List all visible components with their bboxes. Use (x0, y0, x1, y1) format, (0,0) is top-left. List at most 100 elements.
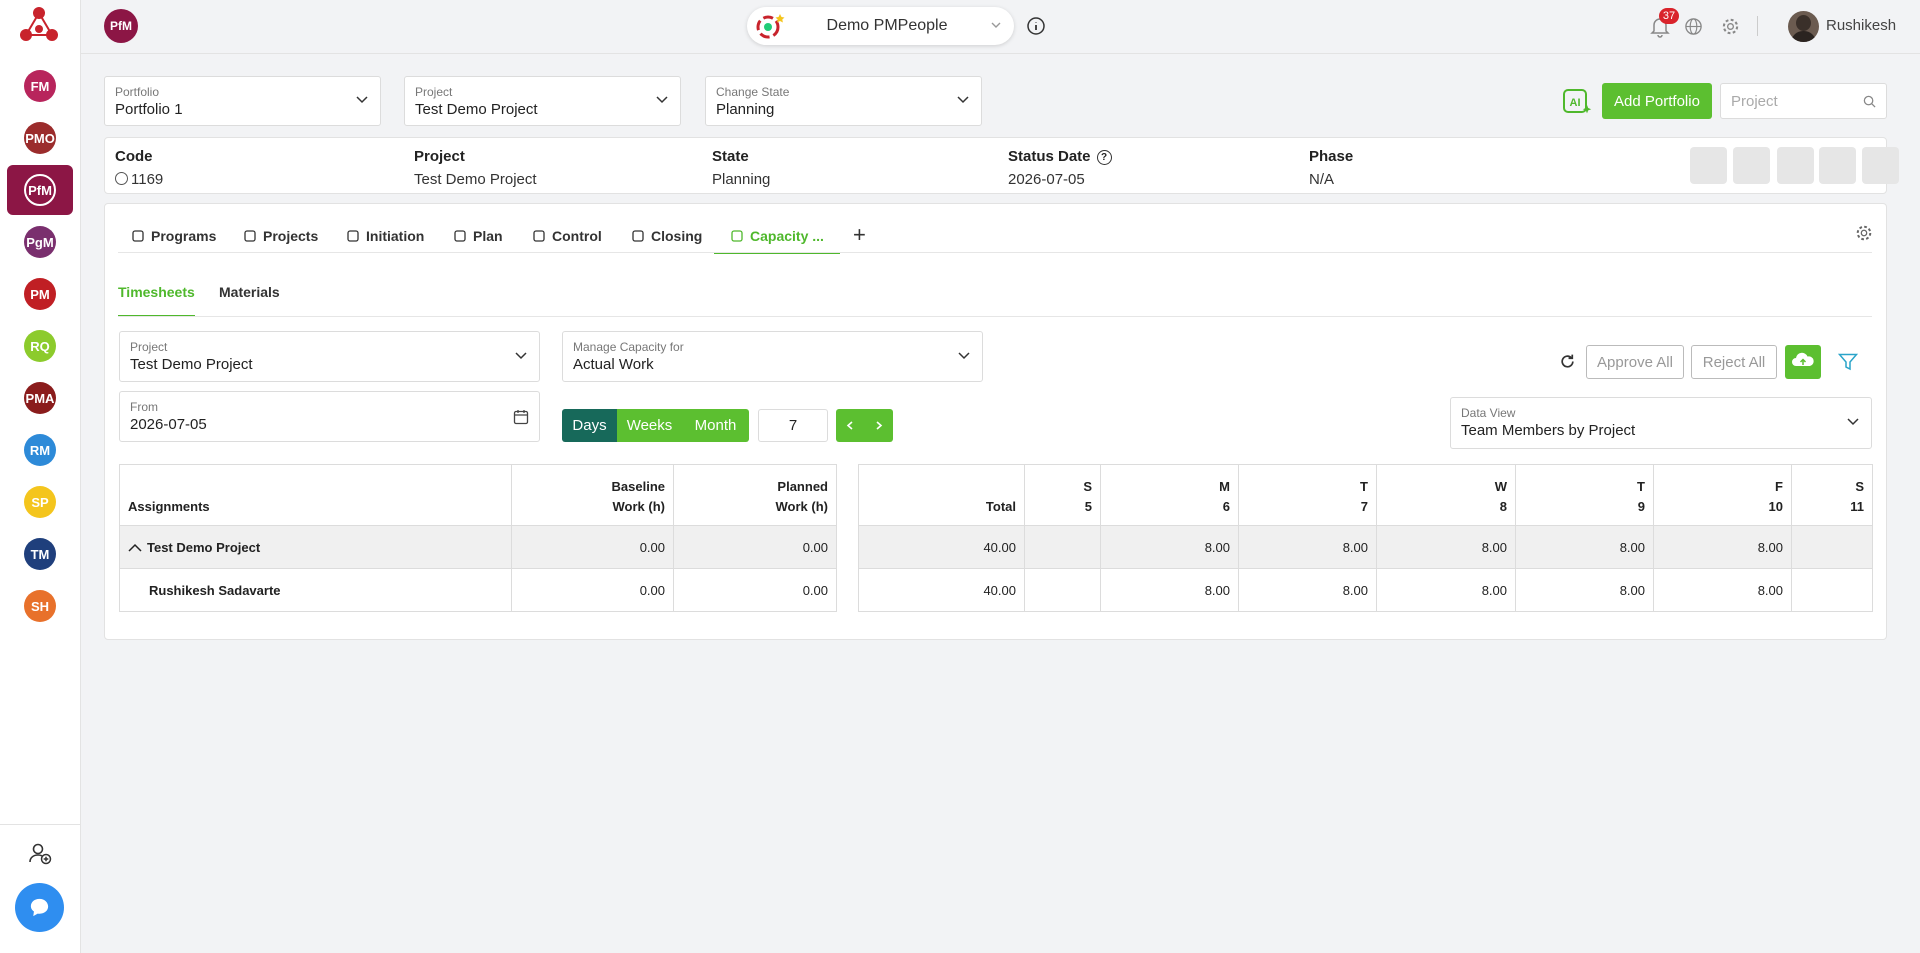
settings-icon[interactable] (1721, 17, 1740, 36)
total-cell: 40.00 (858, 568, 1025, 612)
action-icon-button[interactable] (1777, 147, 1814, 184)
period-button[interactable]: Weeks (617, 409, 682, 442)
field-value: Test Demo Project (130, 356, 253, 373)
search-placeholder: Project (1731, 93, 1778, 110)
field-label: Project (130, 340, 168, 354)
period-nav[interactable] (836, 409, 893, 442)
user-avatar[interactable] (1788, 11, 1819, 42)
filter-select[interactable]: Change State Planning (705, 76, 982, 126)
assignment-name: Test Demo Project (119, 525, 512, 569)
sidebar-item[interactable]: SH (7, 581, 73, 631)
day-letter: T (1637, 479, 1645, 494)
tab[interactable]: Initiation (346, 220, 424, 252)
action-icon-button[interactable] (1733, 147, 1770, 184)
filter-icon[interactable] (1837, 353, 1859, 375)
module-icon: RM (24, 434, 56, 466)
subtab[interactable]: Materials (219, 284, 280, 300)
capacity-select[interactable]: Manage Capacity for Actual Work (562, 331, 983, 382)
calendar-icon[interactable] (513, 409, 529, 429)
sidebar-item[interactable]: RQ (7, 321, 73, 371)
name-text: Test Demo Project (147, 539, 261, 555)
help-icon[interactable]: ? (1096, 150, 1112, 165)
sidebar-item[interactable]: PfM (7, 165, 73, 215)
collapse-toggle[interactable] (128, 540, 142, 555)
tab[interactable]: Plan (453, 220, 503, 252)
data-view-select[interactable]: Data View Team Members by Project (1450, 397, 1872, 449)
sidebar-item[interactable]: PgM (7, 217, 73, 267)
timesheet-row: 40.00 8.00 8.00 8.00 8.00 8.00 (858, 525, 1873, 569)
period-count[interactable]: 7 (758, 409, 828, 442)
filter-select[interactable]: Portfolio Portfolio 1 (104, 76, 381, 126)
add-tab-button[interactable]: + (853, 222, 866, 247)
subtab[interactable]: Timesheets (118, 284, 195, 317)
module-icon: TM (24, 538, 56, 570)
sidebar-item[interactable]: FM (7, 61, 73, 111)
reject-all-button[interactable]: Reject All (1691, 345, 1777, 379)
info-label: Phase (1309, 148, 1354, 165)
ai-icon[interactable]: AI (1562, 87, 1592, 117)
sidebar-item[interactable]: TM (7, 529, 73, 579)
timesheet-row: 40.00 8.00 8.00 8.00 8.00 8.00 (858, 568, 1873, 612)
info-value-text: 1169 (131, 171, 164, 188)
notification-count: 37 (1659, 8, 1679, 24)
refresh-icon[interactable] (1559, 353, 1576, 374)
period-button[interactable]: Month (682, 409, 749, 442)
chevron (991, 22, 1001, 28)
action-icon-button[interactable] (1862, 147, 1899, 184)
add-user-icon[interactable] (28, 841, 52, 865)
sidebar-item[interactable]: PMA (7, 373, 73, 423)
header-line: Baseline (611, 479, 665, 494)
info-icon[interactable] (1026, 16, 1046, 36)
language-icon[interactable] (1684, 17, 1703, 36)
from-date[interactable]: From 2026-07-05 (119, 391, 540, 442)
approve-all-button[interactable]: Approve All (1586, 345, 1684, 379)
module-icon: PMO (24, 122, 56, 154)
tab-divider (118, 252, 1872, 253)
sidebar: FM PMO PfM PgM PM RQ PMA RM SP TM SH (0, 0, 81, 953)
tab[interactable]: Projects (243, 220, 318, 252)
chevron (515, 351, 527, 359)
workspace-selector[interactable]: Demo PMPeople (747, 7, 1014, 45)
divider (1757, 16, 1758, 36)
day-date: 9 (1637, 499, 1645, 514)
sidebar-item[interactable]: SP (7, 477, 73, 527)
name-text: Rushikesh Sadavarte (149, 582, 281, 598)
tab[interactable]: Capacity ... (714, 220, 840, 254)
filter-select[interactable]: Project Test Demo Project (404, 76, 681, 126)
tab-icon (347, 230, 359, 242)
field-value: Team Members by Project (1461, 422, 1636, 439)
day-letter: M (1219, 479, 1230, 494)
period-button[interactable]: Days (562, 409, 617, 442)
sidebar-item[interactable]: PMO (7, 113, 73, 163)
sidebar-item[interactable]: RM (7, 425, 73, 475)
tab-settings[interactable] (1855, 224, 1873, 246)
field-value: 2026-07-05 (130, 416, 207, 433)
day-cell (1024, 568, 1101, 612)
user-name[interactable]: Rushikesh (1826, 17, 1897, 34)
day-cell: 8.00 (1100, 525, 1239, 569)
project-select[interactable]: Project Test Demo Project (119, 331, 540, 382)
export-button[interactable] (1785, 345, 1821, 379)
action-icon-button[interactable] (1690, 147, 1727, 184)
app-logo[interactable] (18, 4, 60, 46)
top-bar: PfM Demo PMPeople 37 Rushikesh (81, 0, 1920, 54)
day-cell: 8.00 (1653, 525, 1792, 569)
sidebar-item[interactable]: PM (7, 269, 73, 319)
module-badge[interactable]: PfM (104, 9, 138, 43)
info-value: N/A (1309, 171, 1353, 188)
day-header: F 10 (1653, 464, 1792, 526)
day-letter: F (1775, 479, 1783, 494)
tab[interactable]: Closing (631, 220, 702, 252)
tab[interactable]: Control (532, 220, 602, 252)
chat-button[interactable] (15, 883, 64, 932)
search-box[interactable]: Project (1720, 83, 1887, 119)
field-label: Portfolio (115, 85, 160, 99)
info-field: Code 1169 (115, 148, 163, 188)
action-icon-button[interactable] (1819, 147, 1856, 184)
info-field: Phase N/A (1309, 148, 1353, 188)
status-radio (115, 172, 128, 185)
tab[interactable]: Programs (131, 220, 216, 252)
add-portfolio-button[interactable]: Add Portfolio (1602, 83, 1712, 119)
